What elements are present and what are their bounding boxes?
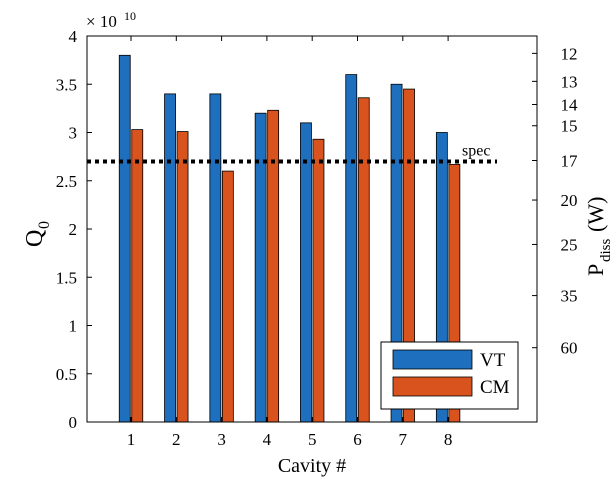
y-axis-label-subscript: 0 — [36, 221, 53, 229]
bars-group — [118, 54, 461, 423]
legend-label-vt: VT — [480, 350, 506, 371]
y-tick-label-3: 1.5 — [56, 268, 77, 287]
bar-cm-cavity-3 — [221, 170, 234, 423]
right-tick-label-4: 17 — [561, 151, 579, 170]
right-tick-label-1: 13 — [561, 72, 578, 91]
x-tick-label-8: 8 — [444, 430, 453, 449]
bar-vt-cavity-1 — [118, 54, 131, 423]
left-axis-ticks: 0 0.5 1 1.5 2 2.5 3 3.5 4 — [56, 27, 92, 432]
y-tick-label-5: 2.5 — [56, 172, 77, 191]
right-axis-label-unit: (W) — [583, 197, 608, 232]
bar-vt-cavity-3 — [209, 93, 222, 423]
y-tick-label-8: 4 — [69, 27, 78, 46]
x-tick-label-5: 5 — [308, 430, 317, 449]
x-tick-label-6: 6 — [353, 430, 362, 449]
spec-reference-line-group: spec — [87, 142, 497, 164]
bar-cm-cavity-5 — [312, 138, 325, 423]
y-tick-label-7: 3.5 — [56, 75, 77, 94]
y-tick-label-2: 1 — [69, 317, 78, 336]
x-axis-label: Cavity # — [278, 455, 346, 477]
x-tick-label-2: 2 — [172, 430, 181, 449]
right-tick-label-2: 14 — [561, 96, 579, 115]
bar-vt-cavity-5 — [300, 122, 312, 423]
x-tick-label-3: 3 — [217, 430, 226, 449]
bar-cm-cavity-1 — [131, 129, 144, 423]
bar-cm-cavity-6 — [357, 97, 370, 423]
bar-cm-cavity-4 — [267, 109, 280, 423]
x-tick-label-4: 4 — [263, 430, 272, 449]
legend-swatch-cm — [392, 376, 473, 397]
legend-label-cm: CM — [480, 377, 510, 398]
right-axis-label-main: P — [583, 264, 608, 276]
y-axis-label-main: Q — [22, 230, 48, 247]
y-tick-label-6: 3 — [69, 124, 78, 143]
y-tick-label-1: 0.5 — [56, 365, 77, 384]
right-tick-label-7: 35 — [561, 287, 578, 306]
legend: VT CM — [380, 341, 519, 410]
y-tick-label-4: 2 — [69, 220, 78, 239]
y-exponent-base: × 10 — [86, 12, 117, 31]
bar-cm-cavity-2 — [176, 131, 189, 423]
right-tick-label-3: 15 — [561, 117, 578, 136]
right-axis-ticks: 12 13 14 15 17 20 25 35 60 — [532, 44, 579, 358]
bar-vt-cavity-6 — [345, 74, 358, 423]
right-axis-label-subscript: diss — [598, 238, 610, 262]
right-tick-label-6: 25 — [561, 235, 578, 254]
x-tick-label-1: 1 — [127, 430, 136, 449]
x-axis-ticks: 1 2 3 4 5 6 7 8 — [127, 36, 453, 449]
right-tick-label-8: 60 — [561, 339, 578, 358]
right-axis-label: P diss (W) — [583, 197, 610, 276]
right-tick-label-5: 20 — [561, 191, 578, 210]
right-tick-label-0: 12 — [561, 44, 578, 63]
x-tick-label-7: 7 — [399, 430, 408, 449]
y-tick-label-0: 0 — [69, 413, 78, 432]
spec-label: spec — [462, 142, 490, 159]
bar-vt-cavity-2 — [164, 93, 176, 423]
y-axis-label: Q 0 — [22, 221, 53, 247]
y-exponent-power: 10 — [124, 9, 136, 23]
legend-swatch-vt — [392, 349, 473, 370]
